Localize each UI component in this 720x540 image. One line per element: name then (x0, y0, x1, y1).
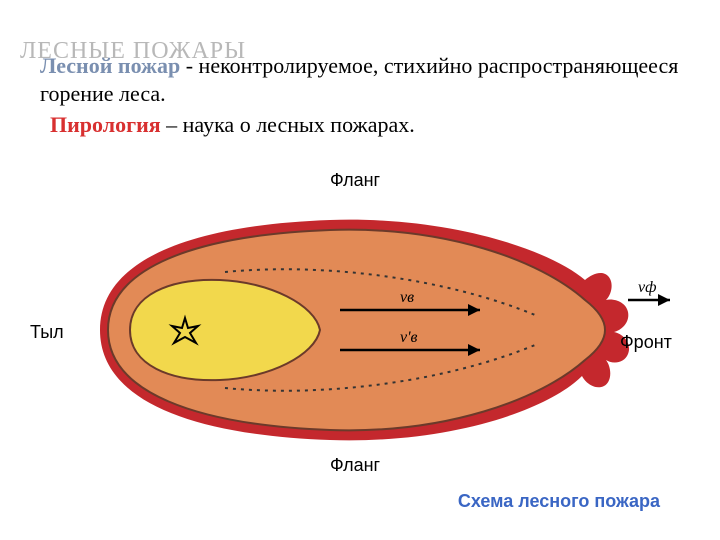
diagram-caption: Схема лесного пожара (458, 491, 660, 512)
term-2: Пирология (50, 112, 161, 137)
term-1: Лесной пожар (40, 53, 180, 78)
def2-rest: – наука о лесных пожарах. (161, 112, 415, 137)
definition-2: Пирология – наука о лесных пожарах. (50, 112, 680, 138)
arrow-v2-label: v'в (400, 329, 418, 346)
label-rear: Тыл (30, 322, 64, 343)
label-front: Фронт (620, 332, 672, 353)
arrow-v1-label: vв (400, 289, 414, 306)
fire-diagram: vв v'в vф Фланг Фланг Тыл Фронт (30, 170, 690, 490)
arrow-front-label: vф (638, 279, 656, 296)
label-flank-bottom: Фланг (330, 455, 380, 476)
definition-1: Лесной пожар - неконтролируемое, стихийн… (40, 52, 680, 107)
label-flank-top: Фланг (330, 170, 380, 191)
arrow-front: vф (628, 279, 670, 306)
diagram-svg: vв v'в vф (30, 170, 690, 490)
